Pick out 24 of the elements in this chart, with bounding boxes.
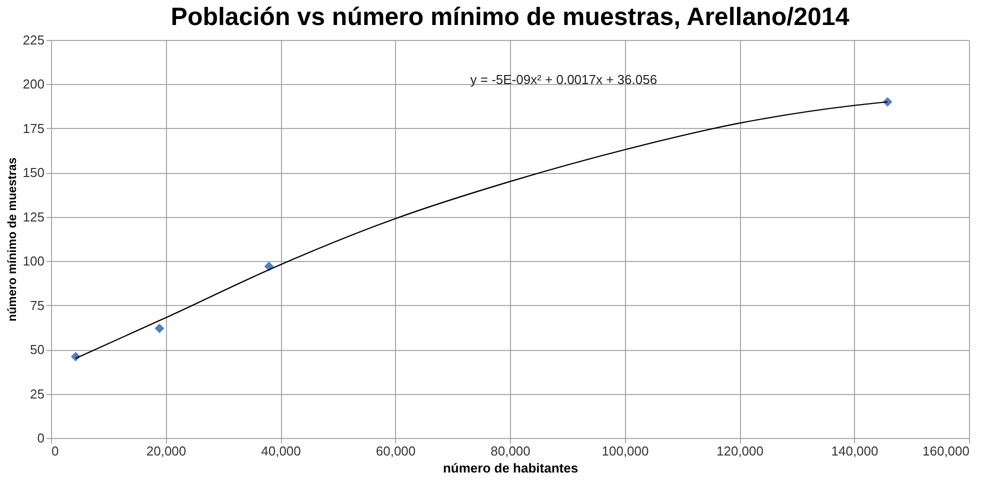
x-tick-label: 140,000 bbox=[831, 444, 878, 458]
x-tick-label: 120,000 bbox=[716, 444, 764, 458]
y-tick-label: 100 bbox=[22, 254, 44, 269]
y-tick-label: 200 bbox=[22, 76, 44, 92]
x-tick-label: 100,000 bbox=[602, 444, 649, 458]
y-tick-label: 125 bbox=[22, 209, 44, 224]
x-tick-label: 20,000 bbox=[146, 444, 186, 458]
x-tick-label: 0 bbox=[52, 444, 59, 458]
x-tick-label: 160,000 bbox=[922, 444, 970, 458]
y-tick-label: 175 bbox=[22, 120, 44, 136]
y-tick-label: 25 bbox=[30, 386, 44, 402]
x-axis-title: número de habitantes bbox=[442, 460, 578, 476]
y-tick-label: 150 bbox=[22, 165, 44, 180]
y-tick-label: 75 bbox=[30, 298, 44, 313]
point bbox=[154, 324, 164, 334]
x-tick-label: 40,000 bbox=[261, 444, 301, 458]
annotation: y = -5E-09x² + 0.0017x + 36.056 bbox=[470, 72, 658, 87]
y-axis-title: número mínimo de muestras bbox=[4, 157, 19, 322]
chart-title: Población vs número mínimo de muestras, Arellano/2014 bbox=[170, 3, 850, 31]
y-tick-label: 225 bbox=[22, 32, 44, 48]
y-tick-label: 0 bbox=[37, 430, 44, 446]
x-tick-label: 80,000 bbox=[490, 444, 530, 458]
y-tick-label: 50 bbox=[30, 342, 44, 358]
x-tick-label: 60,000 bbox=[376, 444, 416, 458]
